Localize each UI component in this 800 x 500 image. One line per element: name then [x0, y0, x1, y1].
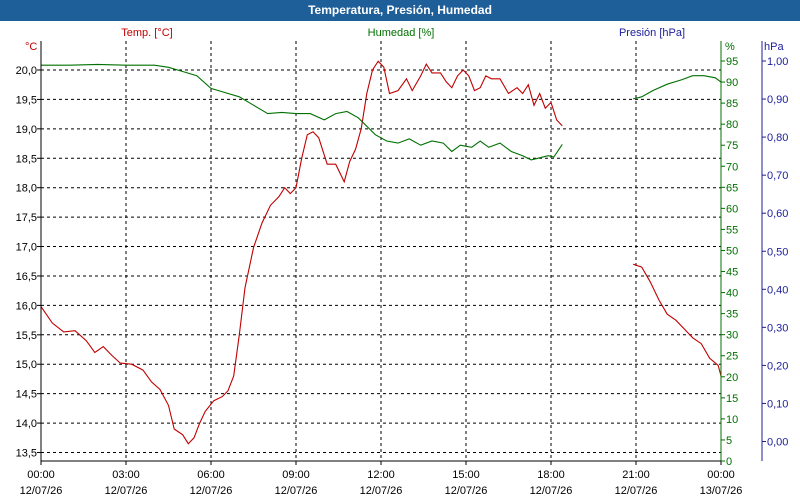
- x-tick-time: 18:00: [537, 469, 565, 481]
- hum-tick-label: 35: [726, 309, 738, 321]
- pres-tick-label: 0,00: [767, 437, 788, 449]
- hum-tick-label: 75: [726, 140, 738, 152]
- x-tick-date: 12/07/26: [105, 485, 148, 497]
- hum-tick-label: 50: [726, 245, 738, 257]
- pres-tick-label: 1,00: [767, 56, 788, 68]
- temp-tick-label: 14,5: [16, 389, 37, 401]
- chart-title: Temperatura, Presión, Humedad: [0, 0, 800, 21]
- pres-tick-label: 0,50: [767, 246, 788, 258]
- hum-tick-label: 25: [726, 351, 738, 363]
- temp-tick-label: 18,0: [16, 183, 37, 195]
- x-tick-date: 12/07/26: [530, 485, 573, 497]
- x-tick-date: 12/07/26: [360, 485, 403, 497]
- pres-tick-label: 0,10: [767, 398, 788, 410]
- pres-tick-label: 0,20: [767, 360, 788, 372]
- x-tick-date: 12/07/26: [275, 485, 318, 497]
- pres-tick-label: 0,90: [767, 94, 788, 106]
- hum-tick-label: 0: [726, 456, 732, 468]
- pres-tick-label: 0,70: [767, 170, 788, 182]
- hum-tick-label: 5: [726, 435, 732, 447]
- pres-axis-title: Presión [hPa]: [619, 27, 685, 39]
- x-tick-time: 09:00: [282, 469, 310, 481]
- temp-axis-title: Temp. [°C]: [121, 27, 172, 39]
- x-tick-date: 13/07/26: [700, 485, 743, 497]
- hum-tick-label: 30: [726, 330, 738, 342]
- x-tick-date: 12/07/26: [615, 485, 658, 497]
- x-tick-time: 00:00: [707, 469, 735, 481]
- series-line-hum: [633, 75, 722, 100]
- hum-tick-label: 15: [726, 393, 738, 405]
- hum-axis-title: Humedad [%]: [368, 27, 435, 39]
- x-tick-time: 15:00: [452, 469, 480, 481]
- hum-tick-label: 85: [726, 98, 738, 110]
- hum-tick-label: 40: [726, 288, 738, 300]
- hum-unit: %: [725, 41, 735, 53]
- temp-tick-label: 18,5: [16, 153, 37, 165]
- x-tick-date: 12/07/26: [20, 485, 63, 497]
- hum-tick-label: 65: [726, 182, 738, 194]
- temp-tick-label: 19,0: [16, 124, 37, 136]
- hum-tick-label: 80: [726, 119, 738, 131]
- x-tick-time: 00:00: [27, 469, 55, 481]
- chart-plot: 00:00 12/07/26 03:00 12/07/26 06:00 12/07/26 0…: [16, 27, 789, 497]
- x-tick-time: 12:00: [367, 469, 395, 481]
- hum-tick-label: 55: [726, 224, 738, 236]
- temp-tick-label: 13,5: [16, 448, 37, 460]
- temp-tick-label: 16,0: [16, 300, 37, 312]
- temp-unit: °C: [25, 41, 37, 53]
- x-tick-time: 21:00: [622, 469, 650, 481]
- pres-tick-label: 0,60: [767, 208, 788, 220]
- pres-tick-label: 0,40: [767, 284, 788, 296]
- x-tick-time: 06:00: [197, 469, 225, 481]
- hum-tick-label: 70: [726, 161, 738, 173]
- hum-tick-label: 10: [726, 414, 738, 426]
- hum-tick-label: 95: [726, 56, 738, 68]
- pres-tick-label: 0,80: [767, 132, 788, 144]
- series-line-temp: [40, 60, 563, 445]
- series-line-temp: [633, 263, 722, 377]
- temp-tick-label: 16,5: [16, 271, 37, 283]
- x-tick-date: 12/07/26: [190, 485, 233, 497]
- temp-tick-label: 14,0: [16, 418, 37, 430]
- temp-tick-label: 17,5: [16, 212, 37, 224]
- pres-tick-label: 0,30: [767, 322, 788, 334]
- temp-tick-label: 19,5: [16, 94, 37, 106]
- hum-tick-label: 20: [726, 372, 738, 384]
- hum-tick-label: 90: [726, 77, 738, 89]
- temp-tick-label: 15,0: [16, 359, 37, 371]
- hum-tick-label: 45: [726, 267, 738, 279]
- x-tick-time: 03:00: [112, 469, 140, 481]
- temp-tick-label: 17,0: [16, 242, 37, 254]
- temp-tick-label: 15,5: [16, 330, 37, 342]
- pres-unit: hPa: [764, 41, 784, 53]
- x-tick-date: 12/07/26: [445, 485, 488, 497]
- hum-tick-label: 60: [726, 203, 738, 215]
- temp-tick-label: 20,0: [16, 65, 37, 77]
- series-line-hum: [41, 63, 563, 161]
